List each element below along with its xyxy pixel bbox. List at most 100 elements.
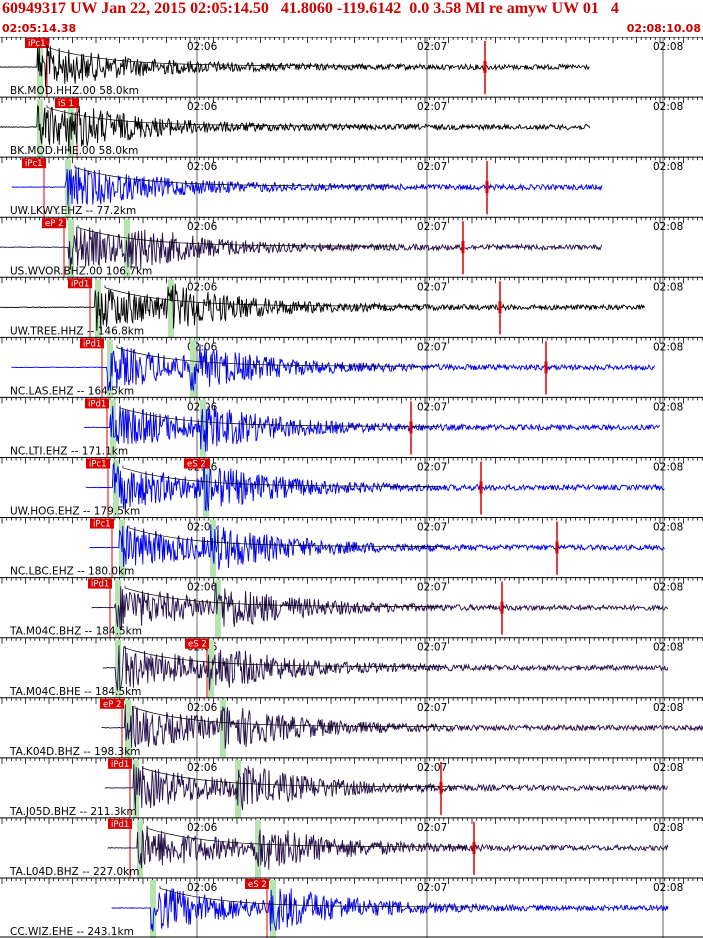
station-label: US.WVOR.BHZ.00 106.7km <box>10 265 152 277</box>
coda-envelope <box>46 45 365 67</box>
pick-label: iPd1 <box>91 580 109 590</box>
time-label: 02:08 <box>653 522 683 534</box>
station-label: CC.WIZ.EHE -- 243.1km <box>10 926 134 938</box>
pick-label: iPc1 <box>28 39 46 49</box>
time-label: 02:07 <box>417 41 447 53</box>
trace-row: 02:06 02:07 02:08 iPd1 TA.J05D.BHZ -- 211.3k… <box>0 757 703 818</box>
time-label: 02:07 <box>417 582 447 594</box>
event-title: 60949317 UW Jan 22, 2015 02:05:14.50 41.… <box>2 0 619 17</box>
coda-envelope <box>104 285 423 307</box>
pick-flag[interactable] <box>88 578 112 589</box>
pick-flag[interactable] <box>80 338 104 349</box>
phase-window <box>107 339 113 398</box>
trace-row: 02:06 02:07 02:08 eP 2 US.WVOR.BHZ.00 106.7k… <box>0 216 703 278</box>
coda-envelope <box>142 765 461 788</box>
pick-flag[interactable] <box>85 398 109 409</box>
trace-row: 02:06 02:07 02:08 iPd1 UW.TREE.HHZ -- 146.8k… <box>0 276 703 338</box>
coda-envelope <box>116 345 436 367</box>
time-label: 02:08 <box>653 401 683 413</box>
end-marker-box <box>472 841 476 854</box>
pick-label: eP 2 <box>103 700 121 710</box>
pick-label-2: eS 2 <box>187 459 206 469</box>
coda-envelope <box>119 405 438 427</box>
phase-window <box>168 279 174 338</box>
time-label: 02:08 <box>653 461 683 473</box>
start-time: 02:05:14.38 <box>2 22 77 35</box>
coda-envelope <box>74 165 393 187</box>
phase-window <box>220 699 226 758</box>
end-marker-box <box>461 241 465 254</box>
pick-flag-2[interactable] <box>184 458 210 469</box>
pick-flag[interactable] <box>55 98 79 109</box>
station-label: BK.MOD.HHZ.00 58.0km <box>10 85 139 97</box>
time-label: 02:07 <box>417 702 447 714</box>
time-label: 02:06 <box>187 41 218 53</box>
pick-label: iPd1 <box>71 279 89 289</box>
trace-row: 02:06 02:07 02:08 iPc1 NC.LBC.EHZ -- 180.0km <box>0 517 703 578</box>
time-label: 02:07 <box>417 522 447 534</box>
station-label: UW.HOG.EHZ -- 179.5km <box>10 506 140 518</box>
time-label: 02:07 <box>417 642 447 654</box>
time-label: 02:07 <box>417 762 447 774</box>
coda-envelope <box>159 885 478 908</box>
time-label: 02:08 <box>653 762 683 774</box>
time-label: 02:08 <box>653 221 683 233</box>
coda-envelope <box>122 465 441 487</box>
pick-label: iPc1 <box>93 520 111 530</box>
waveform <box>0 45 590 88</box>
pick-flag[interactable] <box>86 458 110 469</box>
end-marker-box <box>498 301 502 314</box>
time-label: 02:07 <box>417 882 447 894</box>
phase-window <box>150 879 156 938</box>
waveform <box>0 283 646 331</box>
pick-flag[interactable] <box>108 758 132 769</box>
waveform <box>0 104 591 152</box>
time-label: 02:07 <box>417 401 447 413</box>
waveform <box>89 524 665 570</box>
waveform <box>111 888 669 932</box>
station-label: TA.M04C.BHZ -- 184.5km <box>9 626 142 638</box>
station-label: TA.M04C.BHE -- 184.5km <box>9 686 141 698</box>
time-label: 02:06 <box>187 582 218 594</box>
waveform <box>91 582 669 630</box>
waveform <box>85 461 665 512</box>
time-label: 02:08 <box>653 161 683 173</box>
station-label: UW.TREE.HHZ -- 146.8km <box>10 325 144 337</box>
end-marker-box <box>544 361 548 374</box>
pick-label: iPd1 <box>83 339 101 349</box>
pick-label: iPc1 <box>89 459 107 469</box>
pick-flag[interactable] <box>25 38 49 48</box>
pick-flag[interactable] <box>42 218 66 229</box>
phase-window <box>203 459 209 518</box>
pick-flag[interactable] <box>245 878 269 889</box>
time-label: 02:08 <box>653 41 683 53</box>
station-label: TA.K04D.BHZ -- 198.3km <box>9 746 141 758</box>
pick-label: eS 2 <box>248 880 267 890</box>
time-label: 02:06 <box>187 101 218 113</box>
pick-flag[interactable] <box>108 818 132 829</box>
pick-flag[interactable] <box>100 698 124 709</box>
time-label: 02:08 <box>653 582 683 594</box>
time-label: 02:07 <box>417 341 447 353</box>
time-label: 02:08 <box>653 341 683 353</box>
pick-flag[interactable] <box>22 158 46 169</box>
station-label: NC.LAS.EHZ -- 164.5km <box>10 385 134 397</box>
time-label: 02:06 <box>187 882 218 894</box>
coda-envelope <box>146 825 465 848</box>
waveform <box>0 226 603 270</box>
time-label: 02:06 <box>187 161 218 173</box>
pick-flag[interactable] <box>90 518 114 529</box>
time-label: 02:07 <box>417 822 447 834</box>
pick-flag[interactable] <box>68 278 92 289</box>
waveform <box>101 704 703 749</box>
trace-row: 02:06 02:07 02:08 iPc1 UW.LKWY.EHZ -- 77.2km <box>0 156 703 218</box>
phase-window <box>113 459 119 518</box>
pick-flag[interactable] <box>185 638 209 649</box>
coda-envelope <box>128 525 447 547</box>
end-marker-box <box>409 421 413 434</box>
time-label: 02:06 <box>187 702 218 714</box>
pick-label: eP 2 <box>45 219 63 229</box>
